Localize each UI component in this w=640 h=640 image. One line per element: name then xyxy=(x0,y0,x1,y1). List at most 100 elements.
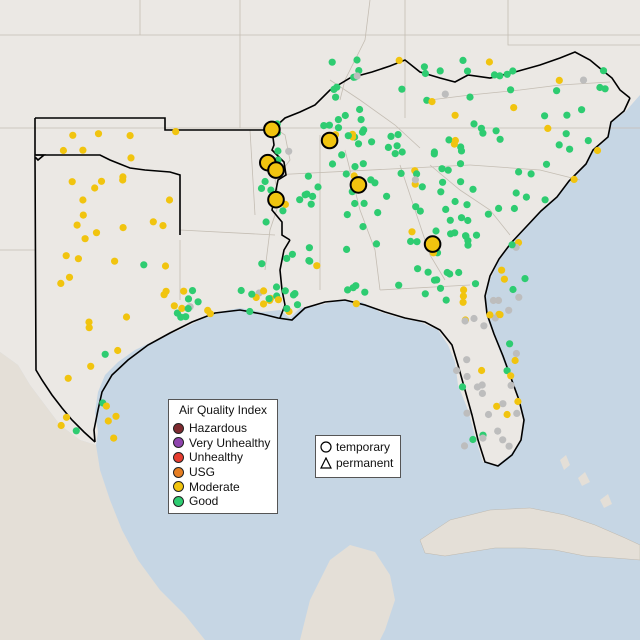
permanent-monitor[interactable] xyxy=(397,169,405,177)
permanent-monitor[interactable] xyxy=(512,349,521,358)
permanent-monitor[interactable] xyxy=(79,146,87,154)
permanent-monitor[interactable] xyxy=(460,286,468,294)
permanent-monitor[interactable] xyxy=(258,260,266,268)
permanent-monitor[interactable] xyxy=(442,296,450,304)
permanent-monitor[interactable] xyxy=(257,184,266,192)
permanent-monitor[interactable] xyxy=(563,111,571,119)
permanent-monitor[interactable] xyxy=(307,200,315,208)
permanent-monitor[interactable] xyxy=(177,313,185,321)
permanent-monitor[interactable] xyxy=(85,324,93,332)
permanent-monitor[interactable] xyxy=(513,409,521,417)
permanent-monitor[interactable] xyxy=(437,188,445,196)
permanent-monitor[interactable] xyxy=(601,85,609,93)
permanent-monitor[interactable] xyxy=(479,434,487,442)
permanent-monitor[interactable] xyxy=(62,413,71,421)
permanent-monitor[interactable] xyxy=(119,176,127,184)
permanent-monitor[interactable] xyxy=(514,397,522,406)
permanent-monitor[interactable] xyxy=(353,56,361,64)
permanent-monitor[interactable] xyxy=(161,262,170,270)
permanent-monitor[interactable] xyxy=(578,106,586,114)
permanent-monitor[interactable] xyxy=(489,296,497,305)
permanent-monitor[interactable] xyxy=(500,275,508,283)
permanent-monitor[interactable] xyxy=(59,146,67,155)
permanent-monitor[interactable] xyxy=(420,63,428,71)
permanent-monitor[interactable] xyxy=(439,178,447,186)
permanent-monitor[interactable] xyxy=(383,192,391,200)
permanent-monitor[interactable] xyxy=(484,210,492,218)
permanent-monitor[interactable] xyxy=(304,172,312,180)
permanent-monitor[interactable] xyxy=(407,237,415,245)
permanent-monitor[interactable] xyxy=(455,268,463,277)
permanent-monitor[interactable] xyxy=(293,301,302,309)
permanent-monitor[interactable] xyxy=(68,178,76,186)
permanent-monitor[interactable] xyxy=(97,177,106,185)
permanent-monitor[interactable] xyxy=(478,366,486,375)
permanent-monitor[interactable] xyxy=(384,143,392,151)
permanent-monitor[interactable] xyxy=(507,381,515,389)
permanent-monitor[interactable] xyxy=(111,257,119,265)
permanent-monitor[interactable] xyxy=(261,177,269,186)
permanent-monitor[interactable] xyxy=(477,124,485,132)
permanent-monitor[interactable] xyxy=(442,205,450,213)
permanent-monitor[interactable] xyxy=(356,105,364,114)
permanent-monitor[interactable] xyxy=(184,305,192,313)
permanent-monitor[interactable] xyxy=(436,284,445,292)
permanent-monitor[interactable] xyxy=(94,130,103,138)
permanent-monitor[interactable] xyxy=(553,87,561,95)
permanent-monitor[interactable] xyxy=(438,165,446,173)
permanent-monitor[interactable] xyxy=(506,340,514,348)
permanent-monitor[interactable] xyxy=(463,201,471,209)
permanent-monitor[interactable] xyxy=(509,285,517,294)
permanent-monitor[interactable] xyxy=(248,290,256,298)
permanent-monitor[interactable] xyxy=(499,400,507,408)
permanent-monitor[interactable] xyxy=(260,287,268,295)
permanent-monitor[interactable] xyxy=(237,286,245,295)
permanent-monitor[interactable] xyxy=(421,69,429,78)
permanent-monitor[interactable] xyxy=(490,71,499,79)
permanent-monitor[interactable] xyxy=(274,296,282,304)
permanent-monitor[interactable] xyxy=(478,381,486,389)
permanent-monitor[interactable] xyxy=(104,417,112,425)
permanent-monitor[interactable] xyxy=(328,58,336,66)
permanent-monitor[interactable] xyxy=(512,189,520,197)
permanent-monitor[interactable] xyxy=(521,275,529,283)
permanent-monitor[interactable] xyxy=(515,293,523,301)
permanent-monitor[interactable] xyxy=(272,283,281,291)
permanent-monitor[interactable] xyxy=(393,142,401,150)
permanent-monitor[interactable] xyxy=(463,372,471,381)
permanent-monitor[interactable] xyxy=(453,366,461,375)
permanent-monitor[interactable] xyxy=(541,196,549,204)
permanent-monitor[interactable] xyxy=(498,266,506,274)
permanent-monitor[interactable] xyxy=(430,150,438,158)
permanent-monitor[interactable] xyxy=(87,362,95,370)
permanent-monitor[interactable] xyxy=(165,196,174,204)
permanent-monitor[interactable] xyxy=(471,280,480,288)
permanent-monitor[interactable] xyxy=(126,132,134,140)
permanent-monitor[interactable] xyxy=(480,322,488,330)
permanent-monitor[interactable] xyxy=(110,434,118,442)
permanent-monitor[interactable] xyxy=(283,305,291,313)
permanent-monitor[interactable] xyxy=(178,304,186,312)
permanent-monitor[interactable] xyxy=(127,154,135,162)
temporary-monitor[interactable] xyxy=(267,190,285,209)
temporary-monitor[interactable] xyxy=(263,120,281,139)
permanent-monitor[interactable] xyxy=(413,170,421,178)
permanent-monitor[interactable] xyxy=(305,244,313,252)
permanent-monitor[interactable] xyxy=(172,128,180,136)
permanent-monitor[interactable] xyxy=(79,196,87,204)
permanent-monitor[interactable] xyxy=(367,176,375,184)
permanent-monitor[interactable] xyxy=(149,218,157,226)
permanent-monitor[interactable] xyxy=(432,227,440,235)
permanent-monitor[interactable] xyxy=(541,112,549,120)
permanent-monitor[interactable] xyxy=(334,116,342,124)
permanent-monitor[interactable] xyxy=(114,346,122,355)
permanent-monitor[interactable] xyxy=(478,389,486,397)
permanent-monitor[interactable] xyxy=(180,287,188,295)
permanent-monitor[interactable] xyxy=(303,190,311,198)
permanent-monitor[interactable] xyxy=(349,284,357,292)
permanent-monitor[interactable] xyxy=(387,132,395,140)
permanent-monitor[interactable] xyxy=(570,175,578,183)
permanent-monitor[interactable] xyxy=(503,410,511,419)
